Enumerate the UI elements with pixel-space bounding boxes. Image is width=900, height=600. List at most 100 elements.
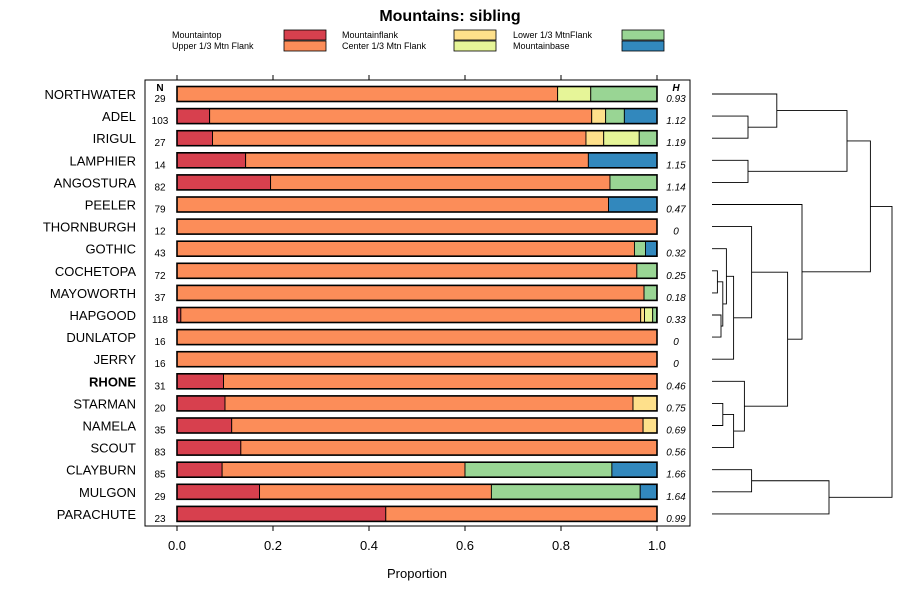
bar-segment-upper [176,86,559,102]
legend-label-mountainflank: Mountainflank [342,30,399,40]
x-tick-label: 1.0 [648,538,666,553]
legend-swatch-mountaintop [283,29,327,41]
n-value: 35 [154,426,166,437]
bar-outline [176,350,658,368]
n-value: 27 [154,138,166,149]
h-value: 0 [673,227,679,238]
bar-outline [176,129,658,147]
h-value: 0.75 [666,403,686,414]
dendrogram-branch [712,469,753,493]
x-tick-label: 0.0 [168,538,186,553]
bar-row-scout: SCOUT 83 0.56 [91,439,686,459]
bar-outline [176,372,658,390]
row-label: SCOUT [91,441,137,456]
bar-segment-mountaintop [176,395,226,412]
bar-segment-base [611,461,658,478]
bar-outline [176,262,658,280]
row-label: MULGON [79,485,136,500]
bar-row-clayburn: CLAYBURN 85 1.66 [66,461,686,481]
bar-segment-mountaintop [176,152,247,169]
bar-segment-upper [231,417,644,434]
legend-label-lower: Lower 1/3 MtnFlank [513,30,593,40]
bar-outline [176,439,658,456]
x-axis-label: Proportion [387,566,447,581]
dendrogram-branch [712,115,749,139]
bar-segment-upper [259,483,492,500]
n-column-header: N [156,83,163,94]
n-value: 43 [154,249,166,260]
bar-row-thornburgh: THORNBURGH 12 0 [43,218,679,238]
bar-segment-mountaintop [176,174,272,191]
bar-segment-center [557,86,592,102]
bar-segment-upper [176,196,609,213]
row-label: NAMELA [83,419,137,434]
dendrogram-branch [748,110,848,172]
bar-outline [176,395,658,412]
bar-segment-upper [176,240,635,257]
dendrogram-branch [712,270,718,294]
n-value: 23 [154,514,166,525]
bar-row-adel: ADEL 103 1.12 [102,107,686,127]
legend-swatch-base [621,40,665,52]
row-label: ANGOSTURA [54,175,137,190]
dendrogram-branch [744,271,789,407]
row-label: JERRY [94,352,137,367]
row-label: STARMAN [73,396,136,411]
h-value: 0.93 [666,94,686,105]
row-label: RHONE [89,374,136,389]
n-value: 16 [154,359,166,370]
row-label: NORTHWATER [45,87,136,102]
row-label: THORNBURGH [43,220,136,235]
bar-segment-lower [633,240,646,257]
bar-outline [176,85,658,103]
bar-segment-upper [209,108,593,125]
bar-row-mulgon: MULGON 29 1.64 [79,483,686,503]
bar-segment-upper [176,262,638,279]
bar-outline [176,306,658,324]
dendrogram-branch [717,281,724,327]
bar-row-peeler: PEELER 79 0.47 [85,196,686,216]
bar-segment-base [639,483,657,500]
dendrogram-branch [712,248,727,305]
n-value: 14 [154,160,166,171]
bar-row-cochetopa: COCHETOPA 72 0.25 [55,262,686,282]
bar-segment-mountaintop [176,130,213,147]
row-label: IRIGUL [93,131,136,146]
bar-segment-mountainflank [640,307,645,323]
bar-outline [176,328,658,346]
x-axis: 0.0 0.2 0.4 0.6 0.8 1.0 [168,75,666,553]
bar-row-mayoworth: MAYOWORTH 37 0.18 [50,284,686,304]
row-label: MAYOWORTH [50,286,136,301]
bar-segment-mountainflank [632,395,658,412]
bar-segment-base [608,196,658,213]
bar-segment-mountainflank [642,417,658,434]
bar-segment-lower [652,307,657,323]
bar-segment-upper [224,395,634,412]
bar-segment-base [645,240,657,257]
bar-segment-upper [176,329,658,346]
bar-segment-mountaintop [176,461,223,478]
n-value: 72 [154,271,166,282]
h-value: 0.46 [666,381,686,392]
bar-segment-upper [176,218,658,235]
bar-segment-mountaintop [176,417,233,434]
bar-segment-upper [223,373,658,390]
h-value: 1.12 [666,116,686,127]
bar-segment-lower [638,130,658,147]
n-value: 12 [154,227,166,238]
bar-segment-mountainflank [585,130,605,147]
x-tick-label: 0.4 [360,538,378,553]
n-value: 31 [154,381,166,392]
n-value: 37 [154,293,166,304]
bar-row-dunlatop: DUNLATOP 16 0 [66,328,679,348]
bar-row-hapgood: HAPGOOD 118 0.33 [70,306,686,326]
n-value: 103 [152,116,169,127]
bar-segment-upper [212,130,587,147]
bar-rows: NORTHWATER 29 0.93 ADEL 103 1.12 IRIGUL 27 1.19 L… [43,85,686,525]
legend-swatch-lower [621,29,665,41]
n-value: 118 [152,315,168,326]
bar-segment-lower [464,461,613,478]
h-value: 1.15 [666,160,686,171]
row-label: GOTHIC [85,242,136,257]
x-tick-label: 0.8 [552,538,570,553]
